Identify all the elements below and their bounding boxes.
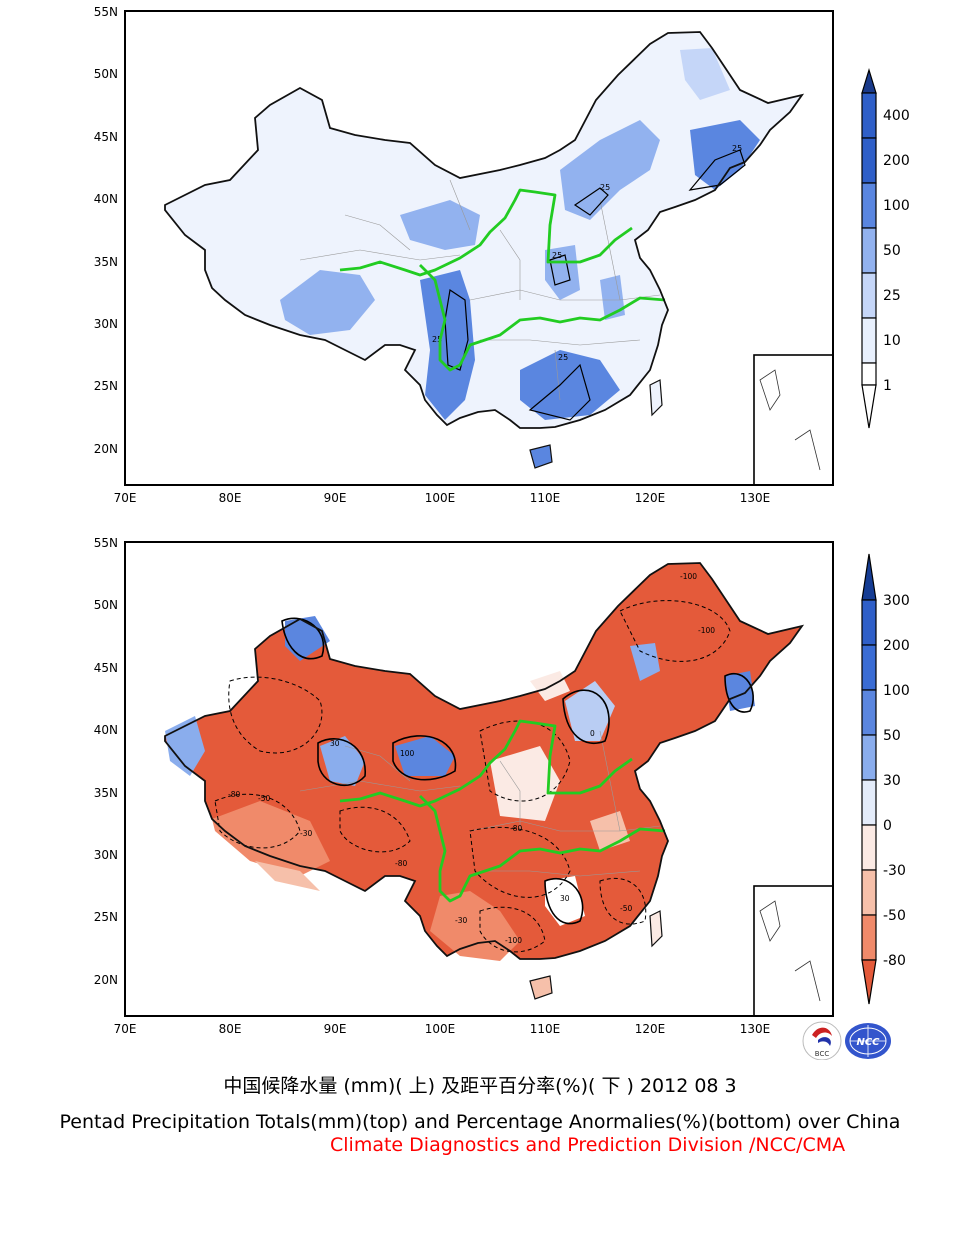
contour-label: -100 bbox=[680, 572, 697, 581]
lon-label: 70E bbox=[114, 491, 137, 505]
top-precip-map: 25 25 25 25 25 55N 50N 45N 40N bbox=[94, 5, 910, 505]
lon-label: 110E bbox=[530, 491, 561, 505]
lat-label: 25N bbox=[94, 910, 118, 924]
contour-label: 25 bbox=[600, 183, 610, 192]
colorbar-label: 400 bbox=[883, 108, 910, 124]
lon-label: 120E bbox=[635, 491, 666, 505]
colorbar-label: 100 bbox=[883, 683, 910, 699]
province-lines bbox=[299, 179, 661, 401]
colorbar-label: 50 bbox=[883, 243, 901, 259]
lon-label: 100E bbox=[425, 1022, 456, 1036]
bcc-logo-text: BCC bbox=[815, 1050, 830, 1058]
colorbar-label: 1 bbox=[883, 378, 892, 394]
colorbar-label: -30 bbox=[883, 863, 906, 879]
contour-label: -30 bbox=[300, 829, 312, 838]
lon-label: 90E bbox=[324, 491, 347, 505]
precip-shading bbox=[280, 48, 760, 420]
colorbar-label: 25 bbox=[883, 288, 901, 304]
lon-axis: 70E 80E 90E 100E 110E 120E 130E bbox=[114, 1022, 771, 1036]
lat-label: 20N bbox=[94, 442, 118, 456]
contour-label: 25 bbox=[732, 144, 742, 153]
colorbar-label: 200 bbox=[883, 638, 910, 654]
contour-label: -30 bbox=[455, 916, 467, 925]
colorbar-label: -80 bbox=[883, 953, 906, 969]
lat-label: 30N bbox=[94, 317, 118, 331]
lat-label: 55N bbox=[94, 5, 118, 19]
ncc-logo-text: NCC bbox=[856, 1037, 880, 1048]
lon-label: 100E bbox=[425, 491, 456, 505]
lat-label: 40N bbox=[94, 723, 118, 737]
positive-contours bbox=[281, 617, 754, 925]
colorbar-label: 10 bbox=[883, 333, 901, 349]
contour-label: 25 bbox=[432, 335, 442, 344]
lat-label: 35N bbox=[94, 786, 118, 800]
caption-organization: Climate Diagnostics and Prediction Divis… bbox=[330, 1134, 846, 1156]
lon-label: 70E bbox=[114, 1022, 137, 1036]
river-lines bbox=[339, 719, 666, 903]
caption-english: Pentad Precipitation Totals(mm)(top) and… bbox=[59, 1111, 901, 1133]
anomaly-contour-labels: -100 -100 -80 -50 -30 100 30 0 -80 -50 -… bbox=[228, 572, 715, 945]
anomaly-colorbar bbox=[861, 553, 877, 1005]
bottom-anomaly-map: -100 -100 -80 -50 -30 100 30 0 -80 -50 -… bbox=[94, 536, 910, 1036]
lon-label: 130E bbox=[740, 491, 771, 505]
lat-label: 40N bbox=[94, 192, 118, 206]
south-china-sea-inset bbox=[753, 354, 833, 485]
ncc-logo: NCC bbox=[845, 1023, 891, 1059]
lat-label: 45N bbox=[94, 661, 118, 675]
colorbar-label: 300 bbox=[883, 593, 910, 609]
colorbar-label: 100 bbox=[883, 198, 910, 214]
bcc-logo: BCC bbox=[802, 1021, 842, 1061]
lon-label: 110E bbox=[530, 1022, 561, 1036]
map-frame bbox=[124, 10, 834, 486]
contour-label: -100 bbox=[505, 936, 522, 945]
contour-label: 0 bbox=[590, 729, 595, 738]
lat-label: 35N bbox=[94, 255, 118, 269]
river-lines bbox=[339, 188, 666, 372]
map-frame bbox=[124, 541, 834, 1017]
lon-label: 80E bbox=[219, 1022, 242, 1036]
lon-label: 130E bbox=[740, 1022, 771, 1036]
contour-label: 25 bbox=[552, 251, 562, 260]
lat-axis: 55N 50N 45N 40N 35N 30N 25N 20N bbox=[94, 536, 118, 987]
precip-colorbar-labels: 400 200 100 50 25 10 1 bbox=[883, 108, 910, 394]
lat-axis: 55N 50N 45N 40N 35N 30N 25N 20N bbox=[94, 5, 118, 456]
lat-label: 25N bbox=[94, 379, 118, 393]
lon-label: 90E bbox=[324, 1022, 347, 1036]
precip-contour-labels: 25 25 25 25 25 bbox=[432, 144, 742, 362]
colorbar-label: 0 bbox=[883, 818, 892, 834]
south-china-sea-inset bbox=[753, 885, 833, 1016]
lat-label: 50N bbox=[94, 67, 118, 81]
contour-label: 25 bbox=[558, 353, 568, 362]
contour-label: -100 bbox=[698, 626, 715, 635]
colorbar-label: 30 bbox=[883, 773, 901, 789]
lat-label: 20N bbox=[94, 973, 118, 987]
lat-label: 55N bbox=[94, 536, 118, 550]
lon-label: 120E bbox=[635, 1022, 666, 1036]
colorbar-label: -50 bbox=[883, 908, 906, 924]
lon-axis: 70E 80E 90E 100E 110E 120E 130E bbox=[114, 491, 771, 505]
contour-label: 30 bbox=[560, 894, 570, 903]
lat-label: 50N bbox=[94, 598, 118, 612]
lat-label: 45N bbox=[94, 130, 118, 144]
lon-label: 80E bbox=[219, 491, 242, 505]
caption-chinese: 中国候降水量 (mm)( 上) 及距平百分率(%)( 下 ) 2012 08 3 bbox=[223, 1075, 737, 1097]
contour-label: -50 bbox=[258, 794, 270, 803]
lat-label: 30N bbox=[94, 848, 118, 862]
contour-label: 30 bbox=[330, 739, 340, 748]
contour-label: -80 bbox=[228, 790, 240, 799]
contour-label: -80 bbox=[395, 859, 407, 868]
anomaly-colorbar-labels: 300 200 100 50 30 0 -30 -50 -80 bbox=[883, 593, 910, 969]
colorbar-label: 50 bbox=[883, 728, 901, 744]
precip-colorbar bbox=[861, 67, 877, 429]
contour-label: -50 bbox=[620, 904, 632, 913]
contour-label: 100 bbox=[400, 749, 415, 758]
contour-label: -80 bbox=[510, 824, 522, 833]
figure: 25 25 25 25 25 55N 50N 45N 40N bbox=[94, 5, 910, 1061]
colorbar-label: 200 bbox=[883, 153, 910, 169]
